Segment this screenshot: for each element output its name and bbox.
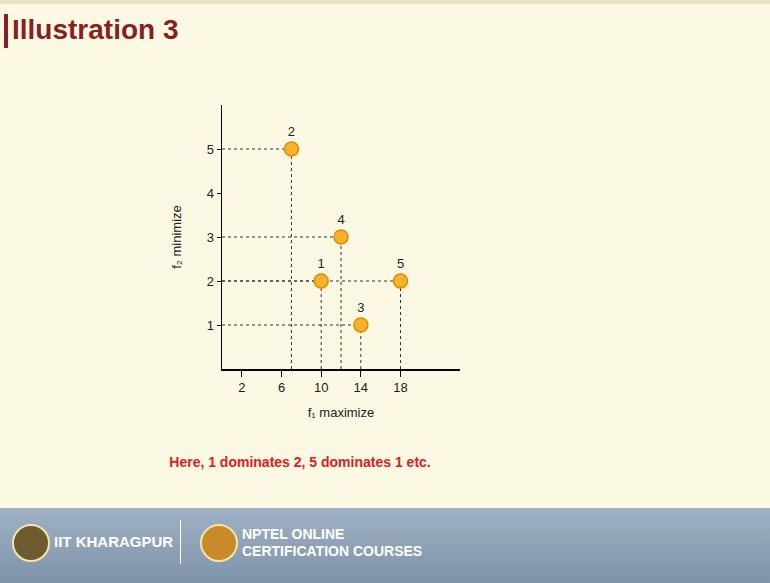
svg-text:2: 2 [288, 124, 295, 139]
html-text:Here, 1 dominates 2, 5 dominat: Here, 1 dominates 2, 5 dominates 1 etc. [169, 454, 431, 470]
html-text:NPTEL ONLINE CERTIFICATION COU: NPTEL ONLINE CERTIFICATION COURSES [242, 526, 423, 559]
svg-text:4: 4 [207, 186, 214, 201]
svg-text:2: 2 [238, 380, 245, 395]
svg-text:14: 14 [354, 380, 368, 395]
svg-text:2: 2 [207, 274, 214, 289]
svg-text:1: 1 [207, 318, 214, 333]
svg-text:18: 18 [393, 380, 407, 395]
svg-text:5: 5 [207, 142, 214, 157]
svg-text:f₂ minimize: f₂ minimize [169, 205, 184, 269]
svg-text:3: 3 [207, 230, 214, 245]
svg-text:6: 6 [278, 380, 285, 395]
svg-text:3: 3 [357, 300, 364, 315]
html-text:Illustration 3: Illustration 3 [12, 14, 179, 45]
svg-text:4: 4 [337, 212, 344, 227]
svg-text:f₁ maximize: f₁ maximize [308, 405, 375, 420]
svg-text:10: 10 [314, 380, 328, 395]
html-text:IIT KHARAGPUR: IIT KHARAGPUR [54, 533, 174, 550]
svg-text:1: 1 [318, 256, 325, 271]
svg-text:5: 5 [397, 256, 404, 271]
